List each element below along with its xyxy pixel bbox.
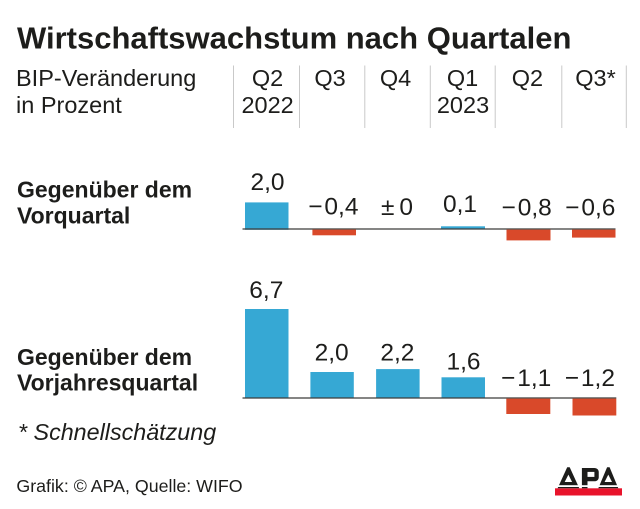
svg-text:Vorquartal: Vorquartal	[17, 202, 130, 228]
svg-text:Gegenüber dem: Gegenüber dem	[17, 177, 192, 203]
svg-text:6,7: 6,7	[249, 277, 283, 304]
svg-text:−0,8: −0,8	[502, 195, 552, 222]
svg-text:2,2: 2,2	[380, 339, 414, 366]
svg-text:Vorjahresquartal: Vorjahresquartal	[17, 370, 198, 396]
svg-text:Grafik: © APA, Quelle: WIFO: Grafik: © APA, Quelle: WIFO	[16, 476, 242, 496]
svg-text:Q4: Q4	[380, 65, 411, 91]
svg-text:Wirtschaftswachstum nach Quart: Wirtschaftswachstum nach Quartalen	[17, 21, 571, 56]
svg-text:± 0: ± 0	[381, 194, 413, 221]
svg-text:0,1: 0,1	[443, 191, 477, 218]
svg-text:Q3: Q3	[314, 65, 345, 91]
svg-text:* Schnellschätzung: * Schnellschätzung	[18, 419, 216, 445]
svg-text:2022: 2022	[241, 92, 293, 118]
svg-text:−0,4: −0,4	[308, 194, 358, 221]
svg-text:2,0: 2,0	[315, 340, 349, 367]
svg-text:2023: 2023	[437, 92, 489, 118]
svg-text:−1,2: −1,2	[565, 365, 615, 392]
svg-text:in Prozent: in Prozent	[16, 92, 122, 118]
svg-text:Q3*: Q3*	[575, 65, 616, 91]
svg-text:Q1: Q1	[447, 65, 478, 91]
svg-text:Q2: Q2	[252, 65, 283, 91]
svg-text:−0,6: −0,6	[565, 195, 615, 222]
svg-text:Gegenüber dem: Gegenüber dem	[17, 344, 192, 370]
svg-text:2,0: 2,0	[250, 169, 284, 196]
svg-text:1,6: 1,6	[446, 349, 480, 376]
svg-text:−1,1: −1,1	[501, 365, 551, 392]
svg-text:BIP-Veränderung: BIP-Veränderung	[16, 65, 196, 91]
svg-text:Q2: Q2	[512, 65, 543, 91]
